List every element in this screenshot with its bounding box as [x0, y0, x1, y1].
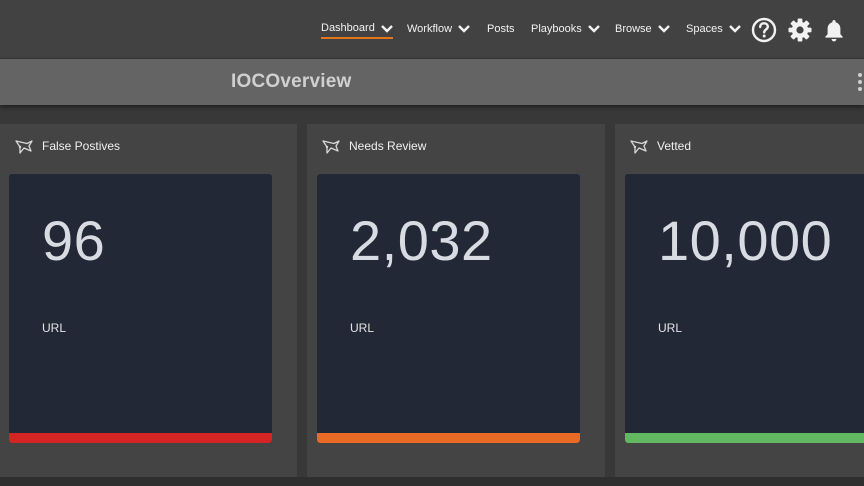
nav-playbooks[interactable]: Playbooks: [531, 0, 600, 58]
widget-vetted: Vetted 10,000 URL: [615, 124, 864, 477]
nav-browse-label: Browse: [615, 23, 652, 35]
metric-unit: URL: [350, 321, 375, 335]
metric-card[interactable]: 96 URL: [9, 174, 272, 443]
analyst-icon: [15, 140, 33, 154]
top-navigation-bar: Dashboard Workflow Posts Playbooks Brows…: [0, 0, 864, 58]
help-icon[interactable]: [750, 16, 778, 44]
analyst-icon: [322, 140, 340, 154]
gear-icon[interactable]: [786, 16, 814, 44]
metric-value: 10,000: [658, 209, 833, 272]
status-bar: [9, 433, 272, 443]
nav-posts-label: Posts: [487, 23, 515, 35]
widget-title: Vetted: [657, 139, 692, 153]
widget-needs-review: Needs Review 2,032 URL: [307, 124, 605, 477]
widget-header: Vetted: [629, 138, 691, 154]
nav-workflow[interactable]: Workflow: [407, 0, 470, 58]
chevron-down-icon: [728, 25, 741, 33]
nav-playbooks-label: Playbooks: [531, 23, 582, 35]
chevron-down-icon: [587, 25, 600, 33]
metric-unit: URL: [658, 321, 683, 335]
status-bar: [625, 433, 864, 443]
page-header: IOCOverview: [0, 59, 864, 105]
metric-card[interactable]: 2,032 URL: [317, 174, 580, 443]
metric-value: 96: [42, 209, 106, 272]
nav-dashboard[interactable]: Dashboard: [321, 0, 393, 58]
metric-card[interactable]: 10,000 URL: [625, 174, 864, 443]
widget-title: False Postives: [42, 139, 121, 153]
more-options-icon[interactable]: [858, 73, 864, 91]
nav-posts[interactable]: Posts: [487, 0, 515, 58]
widget-header: False Postives: [14, 138, 120, 154]
page-title: IOCOverview: [231, 71, 352, 92]
widget-header: Needs Review: [321, 138, 426, 154]
bell-icon[interactable]: [820, 16, 848, 44]
chevron-down-icon: [657, 25, 670, 33]
nav-spaces-label: Spaces: [686, 23, 723, 35]
status-bar: [317, 433, 580, 443]
metric-unit: URL: [42, 321, 67, 335]
nav-browse[interactable]: Browse: [615, 0, 670, 58]
page-bottom-edge: [0, 477, 864, 486]
widget-title: Needs Review: [349, 139, 427, 153]
nav-workflow-label: Workflow: [407, 23, 453, 35]
nav-spaces[interactable]: Spaces: [686, 0, 741, 58]
analyst-icon: [630, 140, 648, 154]
chevron-down-icon: [380, 25, 393, 33]
nav-dashboard-label: Dashboard: [321, 22, 375, 34]
metric-value: 2,032: [350, 209, 493, 272]
chevron-down-icon: [458, 25, 470, 33]
widget-false-positives: False Postives 96 URL: [0, 124, 297, 477]
